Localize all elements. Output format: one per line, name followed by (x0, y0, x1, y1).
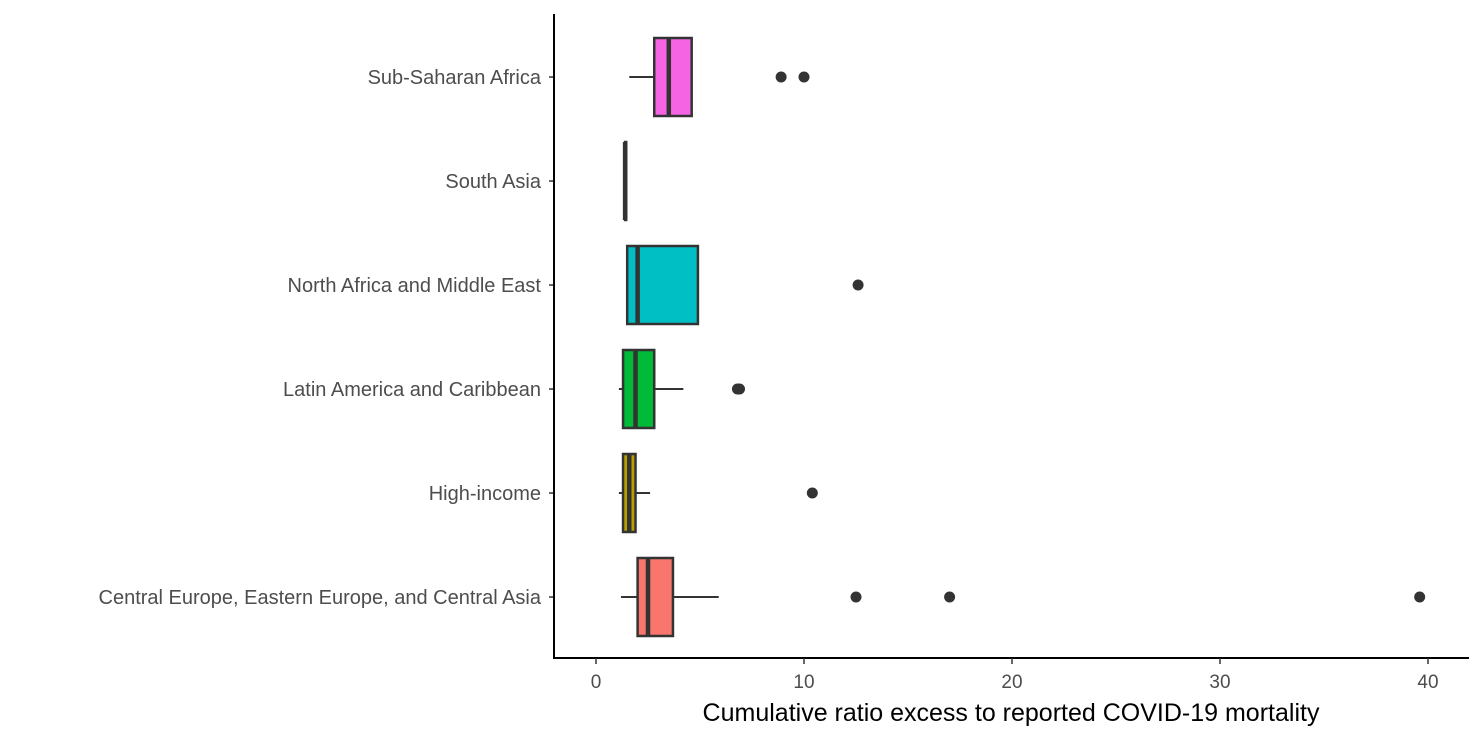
box-group (625, 244, 864, 326)
x-tick-label: 10 (793, 672, 814, 693)
x-tick-label: 40 (1417, 672, 1438, 693)
outlier-point (944, 591, 956, 603)
outlier-point (806, 487, 818, 499)
plot-panel (618, 36, 1426, 638)
outlier-point (798, 71, 810, 83)
y-axis-tick-labels: Central Europe, Eastern Europe, and Cent… (99, 67, 554, 609)
box-group (622, 140, 628, 222)
box-iqr (652, 36, 693, 118)
outlier-point (852, 279, 864, 291)
box-iqr (636, 556, 675, 638)
outlier-point (1414, 591, 1426, 603)
box-group (620, 556, 1426, 638)
x-tick-label: 30 (1209, 672, 1230, 693)
outlier-point (734, 383, 746, 395)
outlier-point (850, 591, 862, 603)
box-group (629, 36, 810, 118)
y-tick-label: Sub-Saharan Africa (368, 67, 542, 89)
y-tick-label: High-income (429, 483, 541, 505)
outlier-point (775, 71, 787, 83)
box-iqr (621, 348, 656, 430)
axes (553, 14, 1469, 659)
y-tick-label: North Africa and Middle East (288, 275, 542, 297)
y-tick-label: Central Europe, Eastern Europe, and Cent… (99, 587, 542, 609)
x-tick-label: 0 (591, 672, 602, 693)
x-axis-label: Cumulative ratio excess to reported COVI… (703, 699, 1320, 727)
x-tick-label: 20 (1001, 672, 1022, 693)
box-group (618, 452, 818, 534)
y-tick-label: South Asia (445, 171, 542, 193)
y-tick-label: Latin America and Caribbean (283, 379, 541, 401)
box-group (618, 348, 746, 430)
x-axis-ticks: 0 10 20 30 40 (591, 658, 1439, 693)
